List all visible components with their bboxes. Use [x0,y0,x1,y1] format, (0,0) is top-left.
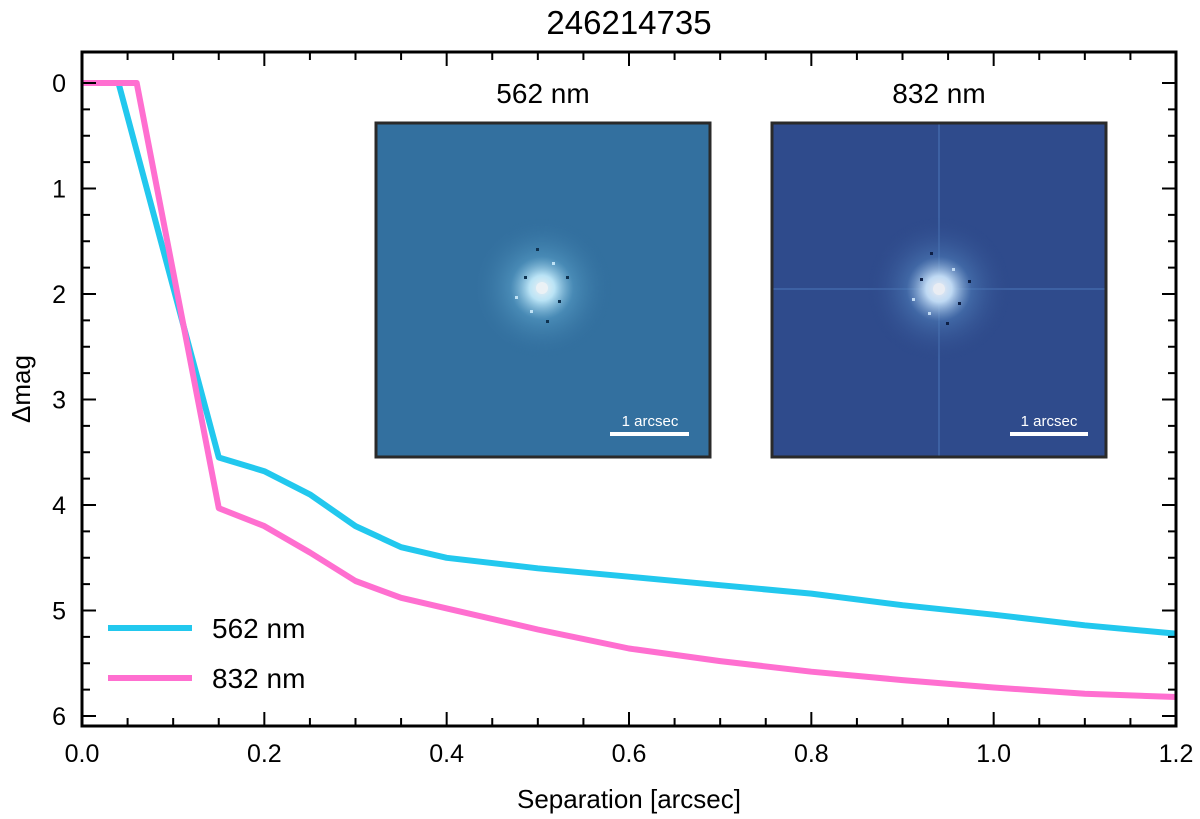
inset-832nm-speckle [772,123,1106,457]
y-tick-label: 5 [52,598,66,626]
x-tick-label: 0.4 [429,740,464,768]
x-tick-label: 1.2 [1159,740,1194,768]
series-layer [82,80,1176,700]
x-tick-label: 1.0 [976,740,1011,768]
y-tick-label: 0 [52,70,66,98]
inset-832nm: 832 nm 1 arcsec [770,78,1108,459]
legend: 562 nm 832 nm [108,613,305,694]
series-line-832-nm [82,80,1176,700]
series-line-562-nm [82,80,1176,637]
x-axis-label: Separation [arcsec] [517,784,741,814]
x-tick-label: 0.0 [65,740,100,768]
inset-832nm-frame [770,121,1108,459]
ticks-layer [81,52,1177,726]
legend-label-562nm: 562 nm [212,613,305,644]
y-tick-label: 1 [52,176,66,204]
inset-562nm-title: 562 nm [496,78,589,109]
inset-562nm-frame [374,121,712,459]
inset-562nm-speckle [472,218,612,358]
inset-562nm: 562 nm 1 arcsec [374,78,712,459]
inset-832nm-scale-label: 1 arcsec [1021,413,1078,430]
y-tick-label: 3 [52,387,66,415]
x-tick-label: 0.8 [794,740,829,768]
y-tick-label: 2 [52,281,66,309]
chart-title: 246214735 [546,4,711,41]
inset-832nm-title: 832 nm [892,78,985,109]
inset-562nm-scale-label: 1 arcsec [622,413,679,430]
y-axis-label: Δmag [6,355,36,423]
legend-label-832nm: 832 nm [212,663,305,694]
y-tick-label: 6 [52,703,66,731]
x-tick-label: 0.6 [612,740,647,768]
tick-labels-layer: 0.0 0.2 0.4 0.6 0.8 1.0 1.2 0 1 2 3 4 5 6 [52,70,1193,768]
y-tick-label: 4 [52,492,66,520]
x-tick-label: 0.2 [247,740,282,768]
